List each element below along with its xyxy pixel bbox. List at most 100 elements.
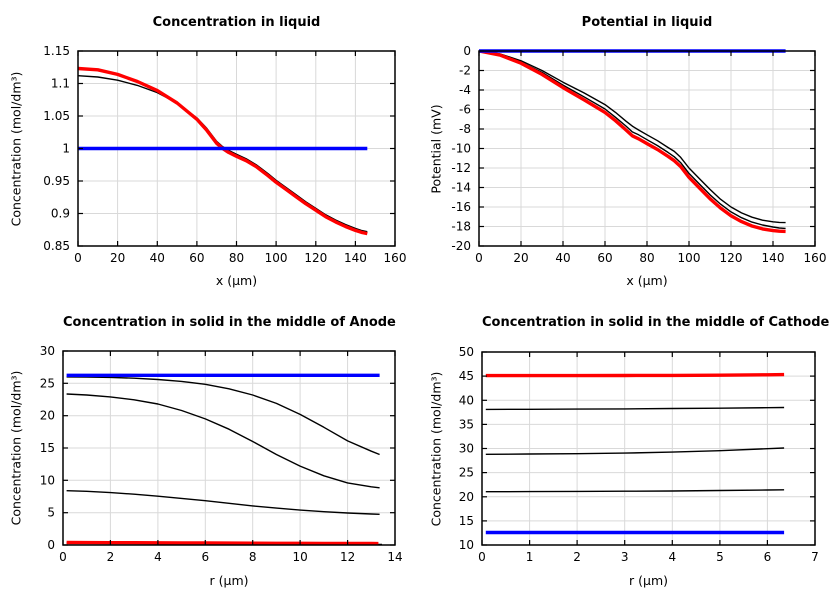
x-tick-label: 0 (74, 251, 82, 265)
tick-labels: 0 20 40 60 80 100 120 140 160 -20 -18 -16 -14 -12 -10 -… (451, 44, 826, 265)
x-tick-label: 10 (292, 550, 307, 564)
x-tick-label: 80 (229, 251, 244, 265)
y-tick-label: 10 (40, 473, 55, 487)
series-black-line-3 (485, 489, 785, 493)
x-tick-label: 6 (764, 550, 772, 564)
x-axis-label: x (μm) (215, 273, 258, 288)
y-tick-label: 40 (459, 393, 474, 407)
x-tick-label: 0 (478, 550, 486, 564)
y-tick-label: 15 (40, 441, 55, 455)
x-tick-label: 2 (573, 550, 581, 564)
y-tick-label: 25 (459, 466, 474, 480)
series-lines (485, 372, 785, 535)
x-tick-label: 5 (716, 550, 724, 564)
tick-labels: 0 20 40 60 80 100 120 140 160 0.85 0.9 0.95 1 1.05 1.1… (43, 44, 406, 265)
series-black-curve-upper (478, 50, 786, 224)
y-tick-label: 20 (40, 409, 55, 423)
series-black-curve (77, 75, 368, 233)
x-tick-label: 2 (107, 550, 115, 564)
y-tick-label: -6 (459, 103, 471, 117)
chart-concentration-in-liquid: 0 20 40 60 80 100 120 140 160 0.85 0.9 0.95 1 1.05 1.1… (0, 0, 420, 300)
series-red-curve (478, 49, 786, 234)
series-lines (77, 66, 368, 236)
y-tick-label: -8 (459, 122, 471, 136)
chart-title: Potential in liquid (581, 15, 713, 30)
plot-area: 0 2 4 6 8 10 12 14 0 5 10 15 20 25 30 (40, 344, 403, 564)
y-tick-label: 50 (459, 345, 474, 359)
tick-labels: 0 2 4 6 8 10 12 14 0 5 10 15 20 25 30 (40, 344, 403, 564)
x-tick-label: 14 (387, 550, 402, 564)
series-lines (478, 49, 786, 234)
y-tick-label: -20 (451, 239, 471, 253)
x-tick-label: 100 (678, 251, 701, 265)
y-tick-label: 45 (459, 369, 474, 383)
y-tick-label: 1.15 (43, 44, 70, 58)
series-black-line-1 (485, 406, 785, 411)
y-tick-label: 30 (459, 442, 474, 456)
y-tick-label: 5 (47, 506, 55, 520)
y-tick-label: 35 (459, 417, 474, 431)
axis-ticks (62, 350, 396, 546)
x-tick-label: 60 (189, 251, 204, 265)
x-tick-label: 140 (344, 251, 367, 265)
x-tick-label: 0 (59, 550, 67, 564)
series-red-curve (66, 540, 379, 546)
y-tick-label: -16 (451, 200, 471, 214)
x-tick-label: 8 (249, 550, 257, 564)
chart-title: Concentration in solid in the middle of … (63, 315, 396, 330)
y-axis-label: Concentration (mol/dm³) (8, 370, 24, 526)
y-tick-label: -14 (451, 181, 471, 195)
x-tick-label: 20 (513, 251, 528, 265)
series-black-curve-3 (66, 490, 380, 515)
x-tick-label: 1 (526, 550, 534, 564)
chart-concentration-solid-anode: 0 2 4 6 8 10 12 14 0 5 10 15 20 25 30 Concentration in… (0, 300, 420, 600)
y-tick-label: 0.85 (43, 239, 70, 253)
y-tick-label: -18 (451, 220, 471, 234)
x-tick-label: 7 (811, 550, 819, 564)
x-tick-label: 160 (804, 251, 827, 265)
series-red-line (485, 372, 785, 378)
axis-ticks (77, 50, 396, 247)
x-axis-label: r (μm) (209, 573, 249, 588)
x-tick-label: 120 (304, 251, 327, 265)
y-tick-label: 30 (40, 344, 55, 358)
x-tick-label: 4 (154, 550, 162, 564)
x-tick-label: 6 (201, 550, 209, 564)
y-tick-label: -10 (451, 142, 471, 156)
series-black-line-2 (485, 447, 785, 455)
series-lines (66, 373, 382, 546)
x-axis-label: r (μm) (629, 573, 668, 588)
x-tick-label: 12 (340, 550, 355, 564)
x-tick-label: 60 (597, 251, 612, 265)
y-tick-label: 25 (40, 376, 55, 390)
chart-potential-in-liquid: 0 20 40 60 80 100 120 140 160 -20 -18 -16 -14 -12 -10 -… (420, 0, 840, 300)
x-tick-label: 140 (762, 251, 785, 265)
y-tick-label: 20 (459, 490, 474, 504)
x-tick-label: 40 (555, 251, 570, 265)
x-tick-label: 4 (668, 550, 676, 564)
plot-area: 0 20 40 60 80 100 120 140 160 0.85 0.9 0.95 1 1.05 1.1… (43, 44, 406, 265)
x-tick-label: 120 (720, 251, 743, 265)
y-tick-label: -2 (459, 64, 471, 78)
y-tick-label: 15 (459, 514, 474, 528)
chart-concentration-solid-cathode: 0 1 2 3 4 5 6 7 10 15 20 25 30 35 40 45 50 Concentration… (420, 300, 840, 600)
y-tick-label: 1 (62, 142, 70, 156)
series-black-curve-1 (66, 376, 380, 456)
x-tick-label: 100 (265, 251, 288, 265)
chart-title: Concentration in solid in the middle of … (482, 315, 830, 330)
x-axis-label: x (μm) (626, 273, 668, 288)
series-red-curve (77, 66, 368, 236)
y-tick-label: -12 (451, 161, 471, 175)
x-tick-label: 3 (621, 550, 629, 564)
y-axis-label: Potential (mV) (428, 103, 444, 194)
y-tick-label: 0.9 (51, 207, 70, 221)
chart-title: Concentration in liquid (152, 15, 321, 30)
series-black-curve-2 (66, 393, 380, 489)
y-tick-label: -4 (459, 83, 471, 97)
gridlines (478, 50, 816, 247)
x-tick-label: 0 (475, 251, 483, 265)
x-tick-label: 80 (639, 251, 654, 265)
